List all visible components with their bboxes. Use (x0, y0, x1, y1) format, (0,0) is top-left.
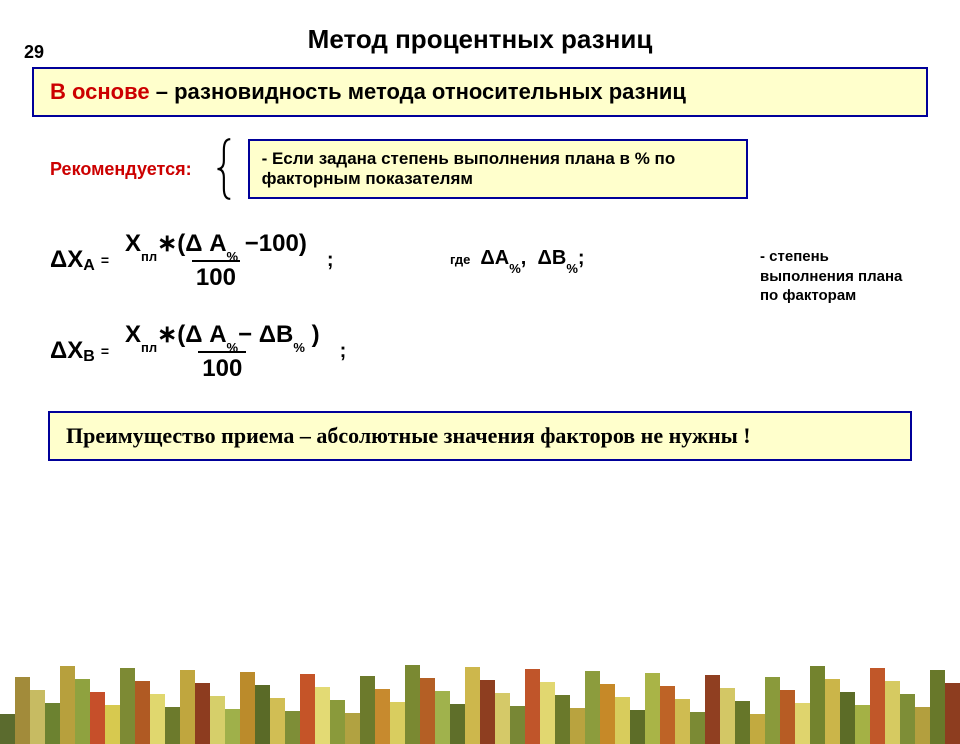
f1-num-minus: −100) (245, 230, 307, 257)
where-p1: % (509, 261, 521, 276)
f1-num-delta: Δ (185, 230, 202, 257)
f2-num-d1: Δ (185, 321, 202, 348)
f1-num-pct: % (227, 249, 239, 264)
recommend-label: Рекомендуется: (50, 159, 192, 180)
where-semi: ; (578, 247, 585, 269)
f1-num-a: A (209, 230, 226, 257)
basis-text: разновидность метода относительных разни… (174, 79, 686, 104)
f1-num-x: X (125, 230, 141, 257)
where-description: - степень выполнения плана по факторам (760, 247, 920, 306)
f1-num-mult: ∗( (157, 230, 185, 257)
basis-dash: – (150, 79, 174, 104)
f1-lhs-delta: Δ (50, 246, 67, 274)
f2-fraction: Xпл∗(Δ A%− ΔB% ) 100 (121, 320, 324, 383)
f2-num-sub: пл (141, 340, 157, 355)
decorative-spectrum (0, 664, 960, 744)
f2-num-x: X (125, 321, 141, 348)
f2-num-d2: Δ (259, 321, 276, 348)
where-a: A (495, 247, 509, 269)
recommend-box: - Если задана степень выполнения плана в… (248, 139, 748, 199)
f2-den: 100 (198, 351, 246, 383)
f1-num-sub: пл (141, 249, 157, 264)
f2-num-p2: % (293, 340, 305, 355)
f2-lhs-delta: Δ (50, 337, 67, 365)
page-number: 29 (24, 42, 44, 63)
f1-lhs-x: X (67, 246, 83, 274)
f1-semicolon: ; (327, 249, 334, 272)
where-label: где (450, 252, 470, 267)
slide-title: Метод процентных разниц (0, 24, 960, 55)
where-p2: % (566, 261, 578, 276)
formulas-area: ΔXA = Xпл∗(Δ A% −100) 100 ; ΔXB = Xпл∗(Δ… (0, 229, 960, 383)
where-block: где ΔA%, ΔB%; - степень выполнения плана… (450, 247, 890, 272)
f2-lhs-sub: B (83, 348, 95, 366)
basis-red-text: В основе (50, 79, 150, 104)
f2-semicolon: ; (340, 340, 347, 363)
f2-num-mult: ∗( (157, 321, 185, 348)
f2-num-b: B (276, 321, 293, 348)
where-d1: Δ (480, 247, 494, 269)
f2-num-p1: % (227, 340, 239, 355)
recommend-row: Рекомендуется: - Если задана степень вып… (0, 137, 960, 201)
where-d2: Δ (537, 247, 551, 269)
formula-2: ΔXB = Xпл∗(Δ A%− ΔB% ) 100 ; (50, 320, 960, 383)
curly-brace-icon (212, 137, 240, 201)
advantage-box: Преимущество приема – абсолютные значени… (48, 411, 912, 461)
f2-num-minus: − (238, 321, 252, 348)
f1-lhs-sub: A (83, 257, 95, 275)
f2-num-a: A (209, 321, 226, 348)
f2-lhs-x: X (67, 337, 83, 365)
f2-num-close: ) (312, 321, 320, 348)
where-b: B (552, 247, 566, 269)
f1-fraction: Xпл∗(Δ A% −100) 100 (121, 229, 311, 292)
f2-eq: = (101, 343, 109, 359)
f1-eq: = (101, 252, 109, 268)
where-comma: , (521, 247, 527, 269)
basis-box: В основе – разновидность метода относите… (32, 67, 928, 117)
f1-den: 100 (192, 260, 240, 292)
